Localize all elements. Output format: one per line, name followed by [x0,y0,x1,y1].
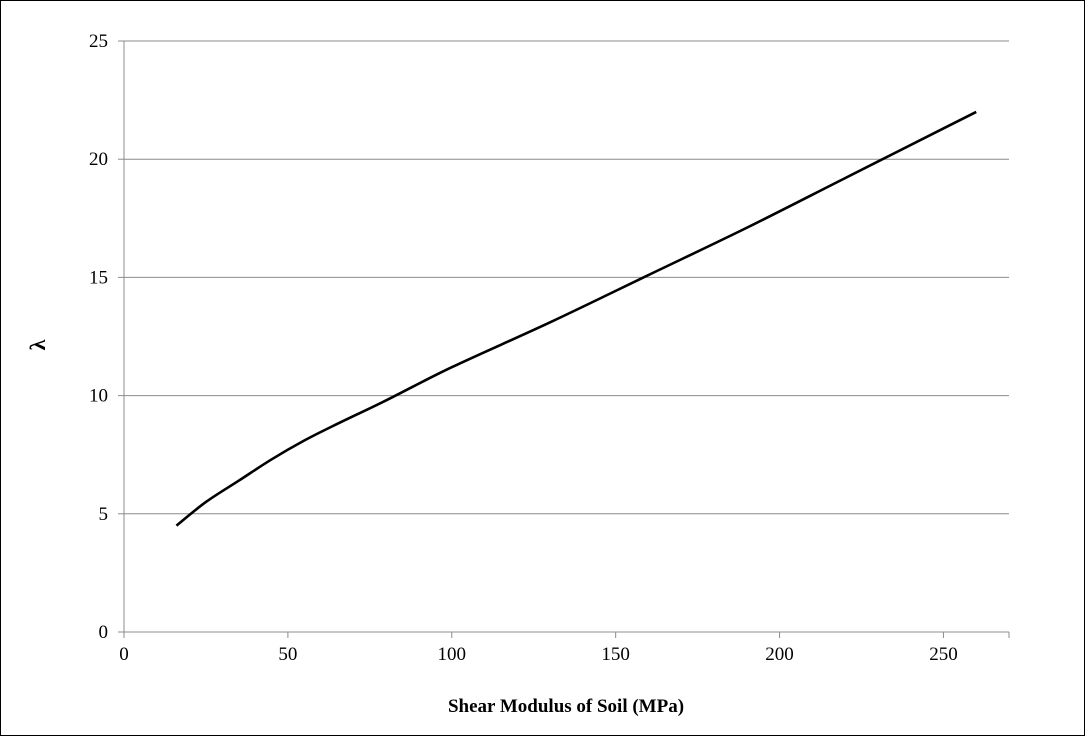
y-axis-title: λ [25,339,50,350]
x-tick-label: 50 [278,644,297,665]
y-tick-label: 20 [89,149,108,170]
x-tick-label: 200 [765,644,794,665]
y-tick-label: 15 [89,267,108,288]
x-tick-label: 250 [929,644,958,665]
x-tick-label: 0 [119,644,129,665]
x-tick-label: 100 [438,644,467,665]
series-lines [175,110,977,527]
series-line-0 [175,110,977,527]
y-tick-label: 0 [99,622,109,643]
y-tick-label: 10 [89,386,108,407]
x-tick-label: 150 [601,644,630,665]
y-tick-label: 5 [99,504,109,525]
axes [118,40,1010,638]
gridlines [124,40,1009,515]
y-tick-label: 25 [89,31,108,52]
x-axis-title: Shear Modulus of Soil (MPa) [448,696,684,717]
